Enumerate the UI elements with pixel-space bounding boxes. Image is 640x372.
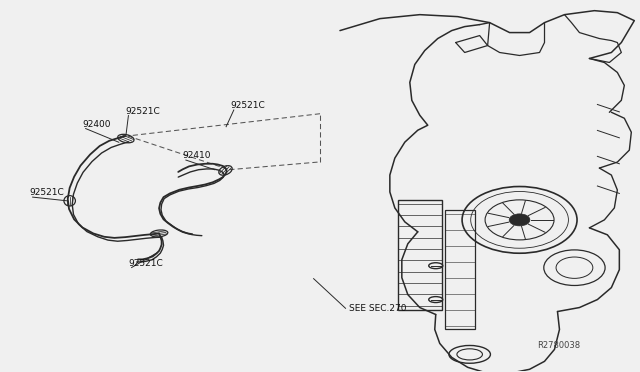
Text: 92521C: 92521C (129, 259, 163, 267)
Text: SEE SEC.270: SEE SEC.270 (349, 304, 406, 313)
Circle shape (509, 214, 530, 226)
Text: R2780038: R2780038 (537, 341, 580, 350)
Text: 92410: 92410 (182, 151, 211, 160)
Text: 92521C: 92521C (230, 101, 266, 110)
Bar (445, 210, 475, 330)
Bar (398, 200, 442, 310)
Text: 92521C: 92521C (29, 188, 64, 197)
Text: 92400: 92400 (83, 119, 111, 129)
Text: 92521C: 92521C (125, 107, 160, 116)
